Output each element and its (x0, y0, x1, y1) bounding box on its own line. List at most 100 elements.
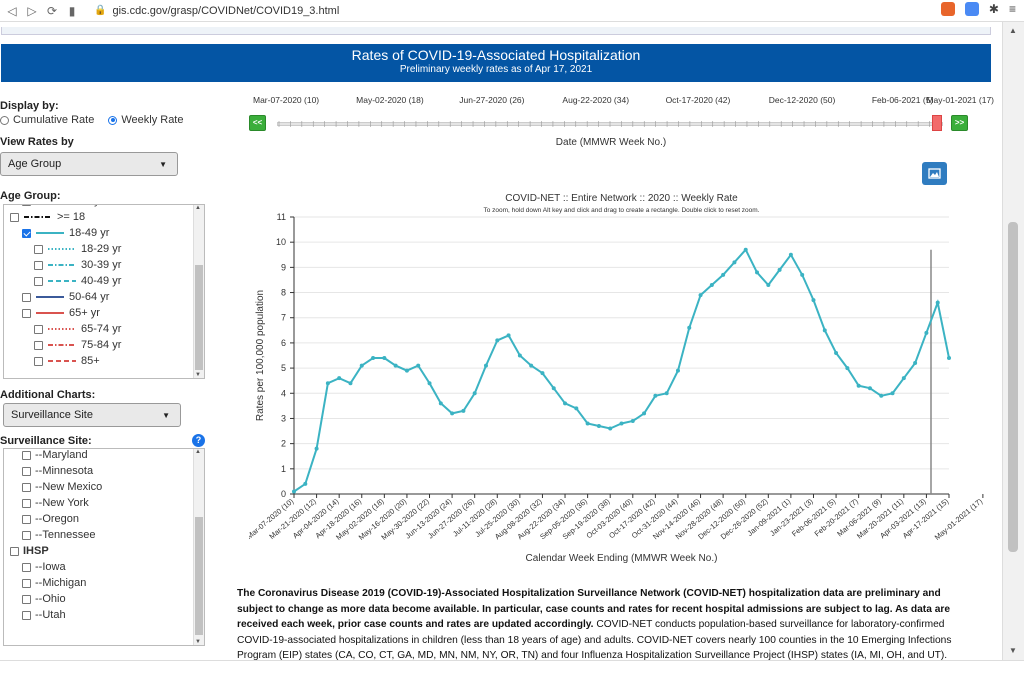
scroll-up-icon[interactable]: ▲ (1009, 26, 1017, 35)
surveillance-site-list[interactable]: --Maryland --Minnesota --New Mexico --New Y… (3, 448, 205, 646)
browser-toolbar: ◁ ▷ ⟳ ▮ 🔒 gis.cdc.gov/grasp/COVIDNet/COV… (0, 0, 1024, 22)
scroll-thumb[interactable] (1008, 222, 1018, 552)
site-checkbox[interactable] (22, 514, 31, 524)
site-item-label: --Oregon (35, 513, 80, 525)
age-group-item[interactable]: 65+ yr (22, 307, 100, 319)
site-item-label: --Iowa (35, 561, 66, 573)
page-scrollbar[interactable]: ▲ ▼ (1002, 22, 1024, 660)
age-group-checkbox[interactable] (34, 276, 43, 286)
back-icon[interactable]: ◁ (7, 3, 17, 18)
timeline-prev-button[interactable]: << (249, 115, 266, 131)
site-checkbox[interactable] (22, 530, 31, 540)
site-item-label: --Minnesota (35, 465, 94, 477)
age-group-item[interactable]: 75-84 yr (34, 339, 121, 351)
scroll-down-icon[interactable]: ▼ (195, 639, 201, 645)
site-checkbox[interactable] (22, 482, 31, 492)
radio-cumulative[interactable] (0, 115, 9, 125)
translate-icon[interactable] (964, 2, 979, 16)
site-item-label: --Ohio (35, 593, 66, 605)
age-group-item[interactable]: 85+ (34, 355, 100, 367)
age-group-item[interactable]: 30-39 yr (34, 259, 121, 271)
timeline-handle[interactable] (932, 115, 942, 131)
download-image-button[interactable] (922, 162, 947, 185)
age-group-item[interactable]: 18-29 yr (34, 243, 121, 255)
data-point (721, 272, 726, 277)
site-item[interactable]: --Iowa (22, 561, 66, 573)
line-swatch (48, 248, 76, 250)
site-checkbox[interactable] (22, 466, 31, 476)
data-point (608, 426, 613, 431)
age-group-item-label: 65-74 yr (81, 323, 122, 335)
site-checkbox[interactable] (22, 578, 31, 588)
radio-weekly[interactable] (108, 115, 118, 125)
age-group-item[interactable]: 18-49 yr (22, 227, 109, 239)
age-group-checkbox[interactable] (34, 260, 43, 270)
line-swatch (36, 296, 64, 298)
site-scroll-thumb[interactable] (195, 517, 203, 635)
data-point (630, 418, 635, 423)
age-group-checkbox[interactable] (22, 292, 31, 302)
radio-cumulative-label[interactable]: Cumulative Rate (13, 114, 95, 126)
y-tick-label: 9 (281, 262, 286, 272)
age-group-list[interactable]: 0-17 yr >= 18 18-49 yr 18-29 yr 30-39 yr 40-4… (3, 204, 205, 379)
data-point (901, 376, 906, 381)
menu-icon[interactable]: ≡ (1008, 2, 1016, 16)
scroll-down-icon[interactable]: ▼ (195, 372, 201, 378)
site-item[interactable]: --New York (22, 497, 89, 509)
site-checkbox[interactable] (22, 450, 31, 460)
age-group-checkbox[interactable] (22, 205, 31, 206)
view-rates-select[interactable]: Age Group ▼ (0, 152, 178, 176)
site-item[interactable]: --Tennessee (22, 529, 96, 541)
bookmark-icon[interactable]: ▮ (68, 3, 76, 18)
site-checkbox[interactable] (22, 498, 31, 508)
data-point (416, 363, 421, 368)
data-point (551, 386, 556, 391)
radio-weekly-label[interactable]: Weekly Rate (121, 114, 184, 126)
address-bar[interactable]: 🔒 gis.cdc.gov/grasp/COVIDNet/COVID19_3.h… (94, 5, 339, 17)
age-group-item[interactable]: 65-74 yr (34, 323, 121, 335)
scroll-down-icon[interactable]: ▼ (1009, 646, 1017, 655)
age-group-item[interactable]: 40-49 yr (34, 275, 121, 287)
site-item[interactable]: --Oregon (22, 513, 79, 525)
rates-line-chart[interactable]: COVID-NET :: Entire Network :: 2020 :: W… (249, 187, 994, 572)
age-group-checkbox[interactable] (22, 308, 31, 318)
reload-icon[interactable]: ⟳ (46, 3, 58, 18)
site-item[interactable]: IHSP (10, 545, 49, 557)
data-point (563, 401, 568, 406)
data-point (766, 282, 771, 287)
age-group-checkbox[interactable] (22, 228, 31, 238)
scroll-up-icon[interactable]: ▲ (195, 449, 201, 455)
display-by-label: Display by: (0, 100, 59, 112)
age-group-item[interactable]: >= 18 (10, 211, 85, 223)
site-item[interactable]: --Minnesota (22, 465, 93, 477)
site-scrollbar[interactable]: ▲ ▼ (193, 449, 204, 645)
site-item[interactable]: --Utah (22, 609, 66, 621)
age-group-checkbox[interactable] (34, 324, 43, 334)
timeline-next-button[interactable]: >> (951, 115, 968, 131)
data-point (890, 391, 895, 396)
age-group-checkbox[interactable] (34, 340, 43, 350)
age-group-item[interactable]: 50-64 yr (22, 291, 109, 303)
site-item[interactable]: --Michigan (22, 577, 86, 589)
additional-charts-select[interactable]: Surveillance Site ▼ (3, 403, 181, 427)
site-item[interactable]: --New Mexico (22, 481, 102, 493)
forward-icon[interactable]: ▷ (27, 3, 37, 18)
age-group-scrollbar[interactable]: ▲ ▼ (193, 205, 204, 378)
site-checkbox[interactable] (22, 562, 31, 572)
age-group-checkbox[interactable] (34, 356, 43, 366)
age-group-item[interactable]: 0-17 yr (22, 205, 103, 207)
brave-shield-icon[interactable] (940, 2, 955, 16)
y-tick-label: 7 (281, 313, 286, 323)
site-item[interactable]: --Maryland (22, 449, 88, 461)
age-group-checkbox[interactable] (10, 212, 19, 222)
help-icon[interactable]: ? (192, 434, 205, 447)
age-group-scroll-thumb[interactable] (195, 265, 203, 370)
y-tick-label: 4 (281, 388, 286, 398)
age-group-checkbox[interactable] (34, 244, 43, 254)
site-checkbox[interactable] (22, 610, 31, 620)
extensions-icon[interactable]: ✱ (988, 2, 999, 16)
scroll-up-icon[interactable]: ▲ (195, 205, 201, 211)
site-checkbox[interactable] (22, 594, 31, 604)
site-checkbox[interactable] (10, 546, 19, 556)
site-item[interactable]: --Ohio (22, 593, 66, 605)
